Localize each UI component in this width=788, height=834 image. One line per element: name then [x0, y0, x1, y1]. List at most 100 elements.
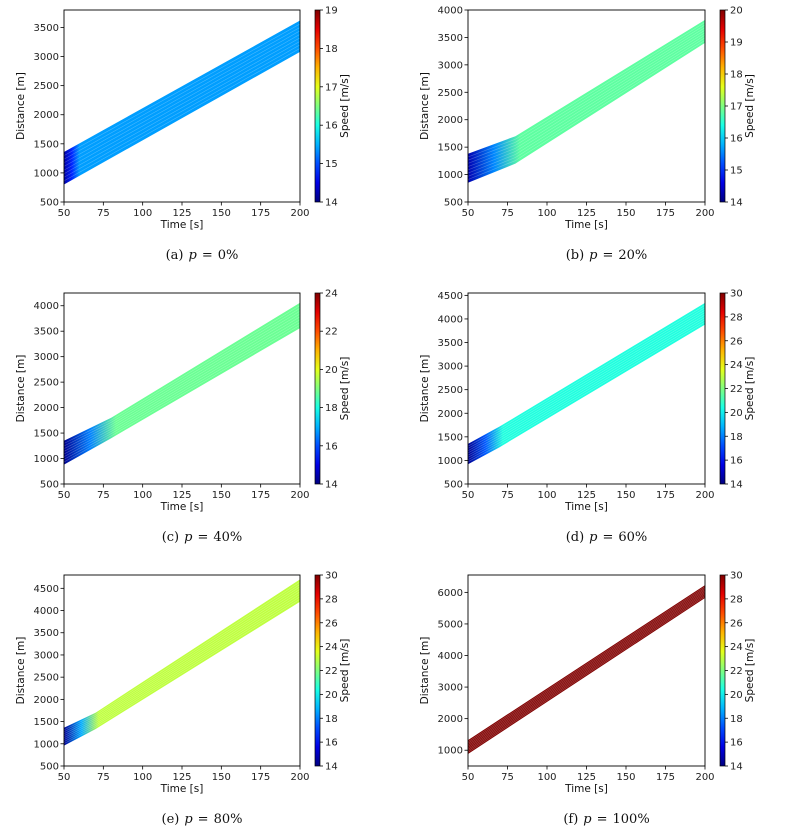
colorbar-tick-label: 16	[325, 441, 338, 452]
x-tick-label: 175	[656, 772, 675, 783]
trajectory-line	[64, 34, 300, 167]
y-tick-label: 2500	[438, 385, 463, 396]
y-tick-label: 1500	[438, 432, 463, 443]
colorbar-tick-label: 15	[730, 166, 743, 177]
x-tick-label: 75	[501, 208, 514, 219]
x-tick-label: 100	[133, 490, 152, 501]
x-axis-label: Time [s]	[564, 219, 608, 231]
trajectory-line	[64, 596, 300, 742]
x-tick-label: 75	[97, 208, 110, 219]
y-tick-label: 500	[40, 480, 59, 491]
y-tick-label: 2000	[34, 695, 59, 706]
colorbar-tick-label: 22	[325, 327, 338, 338]
colorbar-tick-label: 26	[325, 618, 338, 629]
y-tick-label: 3000	[34, 352, 59, 363]
colorbar-label: Speed [m/s]	[339, 357, 351, 421]
colorbar-tick-label: 30	[325, 571, 338, 582]
colorbar-tick-label: 26	[730, 618, 743, 629]
caption-eq: =	[197, 530, 208, 545]
trajectory-line	[468, 24, 705, 161]
caption-label: (b)	[566, 248, 584, 263]
trajectory-line	[64, 319, 300, 457]
colorbar-tick-label: 24	[325, 642, 338, 653]
y-tick-label: 1000	[438, 746, 463, 757]
caption-value: 100%	[613, 812, 650, 827]
x-tick-label: 150	[616, 490, 635, 501]
x-tick-label: 100	[537, 208, 556, 219]
colorbar-tick-label: 20	[730, 408, 743, 419]
trajectory-line	[468, 34, 705, 174]
caption-value: 80%	[214, 812, 243, 827]
trajectory-line	[468, 592, 705, 749]
y-tick-label: 2500	[34, 378, 59, 389]
x-tick-label: 150	[212, 208, 231, 219]
y-tick-label: 4000	[34, 606, 59, 617]
colorbar-tick-label: 17	[325, 82, 338, 93]
y-tick-label: 500	[40, 198, 59, 209]
x-tick-label: 75	[501, 772, 514, 783]
colorbar-tick-label: 18	[730, 432, 743, 443]
colorbar	[314, 9, 321, 203]
trajectory-line	[468, 314, 705, 456]
x-tick-label: 125	[577, 772, 596, 783]
colorbar	[719, 574, 726, 767]
trajectory-line	[64, 310, 300, 449]
y-tick-label: 500	[40, 762, 59, 773]
caption-eq: =	[202, 248, 213, 263]
trajectory-line	[468, 587, 705, 744]
subplot-b: 50 75 100 125 150 175 200 500 1000 1500 2000 2500 30…	[419, 6, 756, 264]
trajectory-band	[64, 20, 300, 185]
trajectory-line	[468, 321, 705, 463]
x-tick-label: 100	[537, 490, 556, 501]
colorbar-tick-label: 18	[730, 70, 743, 81]
subplot-e: 50 75 100 125 150 175 200 500 1000 1500 2000 2500 30…	[15, 571, 351, 828]
y-axis-label: Distance [m]	[419, 72, 431, 140]
colorbar-tick-label: 26	[730, 336, 743, 347]
colorbar	[314, 574, 321, 767]
caption-value: 60%	[618, 530, 647, 545]
caption-eq: =	[597, 812, 608, 827]
trajectory-line	[468, 317, 705, 458]
trajectory-line	[64, 322, 300, 460]
y-tick-label: 4000	[438, 651, 463, 662]
y-tick-label: 6000	[438, 588, 463, 599]
y-axis-label: Distance [m]	[419, 355, 431, 423]
y-tick-label: 4000	[438, 6, 463, 17]
colorbar-tick-label: 16	[730, 456, 743, 467]
y-tick-label: 3000	[34, 650, 59, 661]
colorbar	[719, 292, 726, 485]
subplot-caption: (e) p = 80%	[162, 812, 243, 827]
trajectory-line	[64, 48, 300, 182]
y-tick-label: 3500	[34, 23, 59, 34]
x-tick-label: 50	[58, 208, 71, 219]
colorbar-tick-label: 20	[325, 365, 338, 376]
x-tick-label: 175	[251, 208, 270, 219]
trajectory-line	[468, 40, 705, 180]
caption-var: p	[189, 248, 198, 263]
x-axis-label: Time [s]	[564, 783, 608, 795]
colorbar-tick-label: 14	[325, 480, 338, 491]
x-tick-label: 75	[97, 490, 110, 501]
y-axis-label: Distance [m]	[15, 72, 27, 140]
trajectory-line	[64, 591, 300, 738]
caption-var: p	[589, 248, 598, 263]
x-axis-label: Time [s]	[160, 501, 204, 513]
y-tick-label: 3500	[438, 338, 463, 349]
colorbar-tick-label: 15	[325, 159, 338, 170]
caption-label: (d)	[566, 530, 584, 545]
x-tick-label: 125	[577, 208, 596, 219]
y-tick-label: 3000	[438, 683, 463, 694]
caption-label: (a)	[166, 248, 184, 263]
trajectory-band	[468, 302, 705, 465]
plot-area	[468, 19, 705, 183]
trajectory-band	[468, 585, 705, 754]
colorbar-tick-label: 19	[325, 6, 338, 17]
x-tick-label: 175	[251, 772, 270, 783]
trajectory-line	[64, 584, 300, 732]
trajectory-line	[468, 22, 705, 158]
caption-eq: =	[198, 812, 209, 827]
y-tick-label: 5000	[438, 619, 463, 630]
trajectory-line	[64, 23, 300, 156]
y-tick-label: 3500	[34, 628, 59, 639]
x-tick-label: 75	[97, 772, 110, 783]
